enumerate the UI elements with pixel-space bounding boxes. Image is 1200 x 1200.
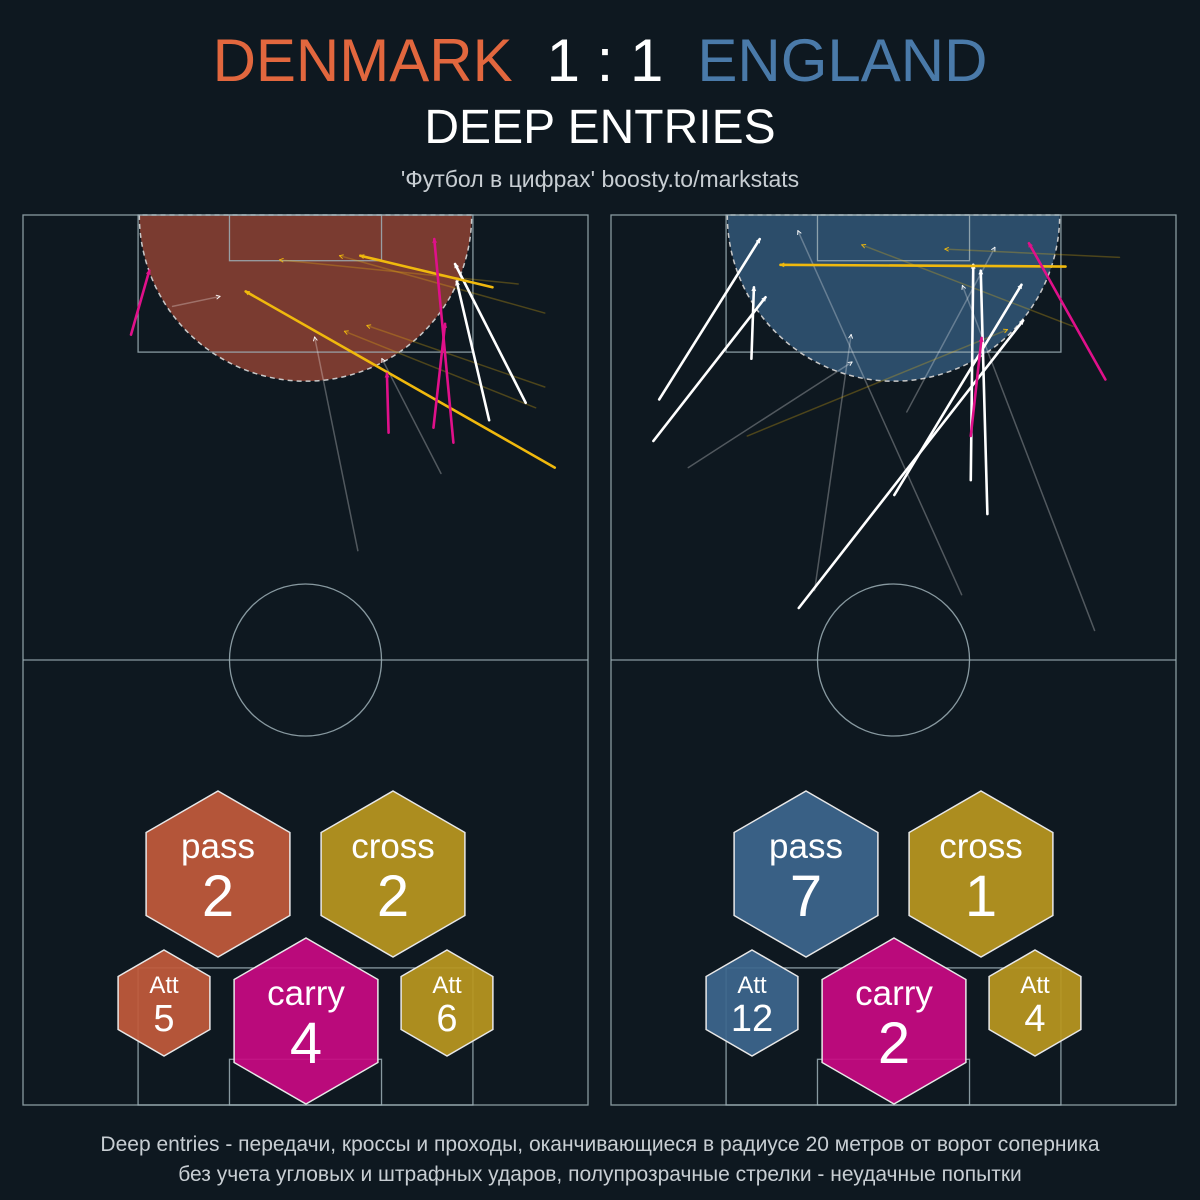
failed-pass-arrow xyxy=(687,361,852,469)
badge-label: carry xyxy=(855,974,933,1013)
badge-value: 5 xyxy=(153,998,174,1040)
successful-cross-arrow xyxy=(779,265,1067,268)
hexagon-shape xyxy=(733,790,879,958)
footnote-line-1: Deep entries - передачи, кроссы и проход… xyxy=(100,1133,1100,1156)
badge-label: carry xyxy=(267,974,345,1013)
badge-label: Att xyxy=(149,972,179,999)
badge-value: 2 xyxy=(377,864,409,929)
away-team-name: ENGLAND xyxy=(697,27,988,94)
successful-carry-arrow xyxy=(434,237,455,444)
failed-pass-arrow xyxy=(813,335,852,592)
failed-cross-arrow xyxy=(367,326,546,388)
home-team-name: DENMARK xyxy=(212,27,513,94)
badge-label: pass xyxy=(181,827,255,866)
credit-line: 'Футбол в цифрах' boosty.to/markstats xyxy=(400,166,800,192)
center-circle xyxy=(816,583,971,737)
successful-carry-arrow xyxy=(387,372,390,434)
hexagon-shape xyxy=(821,937,967,1105)
failed-cross-arrow xyxy=(280,260,519,285)
successful-pass-arrow xyxy=(981,269,989,516)
successful-pass-arrow xyxy=(652,295,767,443)
successful-pass-arrow xyxy=(797,319,1025,610)
successful-pass-arrow xyxy=(969,263,973,482)
badge-value: 1 xyxy=(965,864,997,929)
badge-value: 12 xyxy=(731,998,773,1040)
six-yard-box-top xyxy=(228,214,383,262)
badge-value: 6 xyxy=(436,998,457,1040)
failed-pass-arrow xyxy=(962,286,1096,632)
badge-value: 7 xyxy=(790,864,822,929)
badge-label: Att xyxy=(1020,972,1050,999)
center-circle xyxy=(228,583,383,737)
badge-label: Att xyxy=(737,972,767,999)
hexagon-shape xyxy=(988,949,1082,1057)
successful-pass-arrow xyxy=(657,237,762,401)
hexagon-shape xyxy=(117,949,211,1057)
failed-pass-arrow xyxy=(171,296,220,308)
chart-subtitle: DEEP ENTRIES xyxy=(424,101,776,154)
hexagon-shape xyxy=(320,790,466,958)
deep-zone-semicircle xyxy=(726,214,1061,382)
six-yard-box-top xyxy=(816,214,971,262)
failed-cross-arrow xyxy=(340,256,546,314)
badge-value: 4 xyxy=(290,1011,322,1076)
successful-pass-arrow xyxy=(750,285,753,361)
hexagon-shape xyxy=(705,949,799,1057)
match-score-header: DENMARK 1 : 1 ENGLAND xyxy=(0,26,1200,96)
badge-value: 4 xyxy=(1024,998,1045,1040)
badge-label: pass xyxy=(769,827,843,866)
badge-label: Att xyxy=(432,972,462,999)
failed-pass-arrow xyxy=(315,337,359,552)
failed-pass-arrow xyxy=(797,231,963,596)
hexagon-shape xyxy=(908,790,1054,958)
failed-pass-arrow xyxy=(381,359,442,475)
successful-cross-arrow xyxy=(359,256,494,289)
badge-value: 2 xyxy=(878,1011,910,1076)
successful-carry-arrow xyxy=(1027,241,1107,381)
successful-carry-arrow xyxy=(969,336,982,438)
score-value: 1 : 1 xyxy=(546,27,664,94)
successful-pass-arrow xyxy=(457,280,491,422)
badge-label: cross xyxy=(351,827,435,866)
failed-cross-arrow xyxy=(945,249,1121,259)
badge-value: 2 xyxy=(202,864,234,929)
footnote-line-2: без учета угловых и штрафных ударов, пол… xyxy=(178,1163,1022,1186)
badge-label: cross xyxy=(939,827,1023,866)
deep-zone-semicircle xyxy=(138,214,473,382)
hexagon-shape xyxy=(233,937,379,1105)
footnote: Deep entries - передачи, кроссы и проход… xyxy=(0,1130,1200,1190)
successful-pass-arrow xyxy=(453,262,527,405)
successful-carry-arrow xyxy=(129,269,149,336)
hexagon-shape xyxy=(400,949,494,1057)
failed-cross-arrow xyxy=(746,330,1007,437)
successful-cross-arrow xyxy=(244,290,557,469)
failed-cross-arrow xyxy=(862,245,1074,328)
hexagon-shape xyxy=(145,790,291,958)
